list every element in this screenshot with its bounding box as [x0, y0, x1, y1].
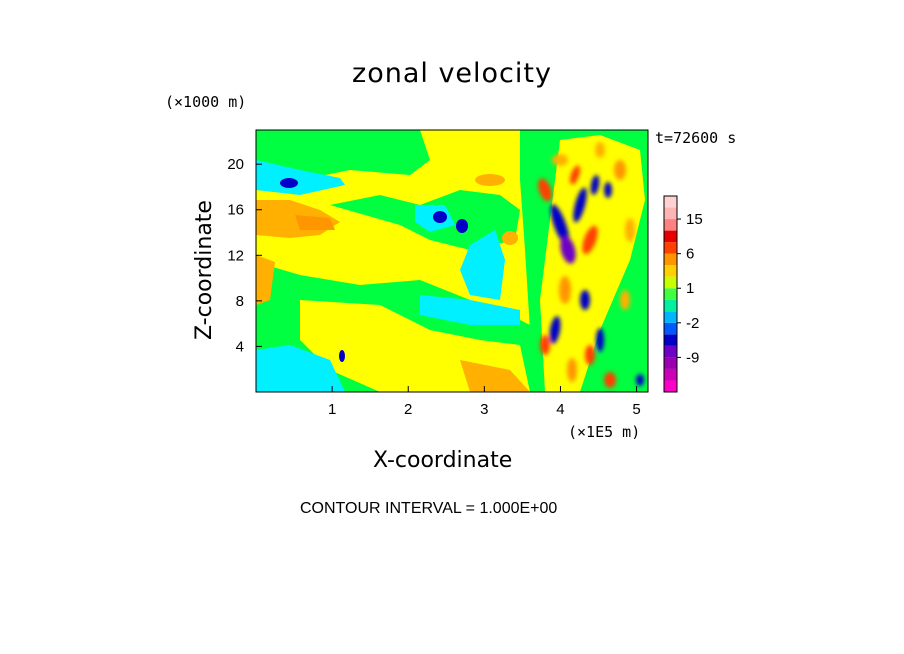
x-axis-ticks: 1 2 3 4 5 — [328, 386, 641, 418]
contour-fill-orange-3 — [460, 360, 530, 392]
contour-fill-streaks — [538, 142, 644, 388]
colorbar-tick-label: 6 — [686, 246, 694, 263]
contour-interval-note: CONTOUR INTERVAL = 1.000E+00 — [300, 500, 558, 517]
y-tick-label: 8 — [236, 293, 244, 310]
x-tick-label: 4 — [556, 401, 564, 418]
chart-title: zonal velocity — [352, 58, 552, 89]
x-tick-label: 1 — [328, 401, 336, 418]
y-tick-label: 12 — [227, 247, 244, 264]
colorbar-swatch — [664, 357, 677, 369]
contour-fill-cyan-2 — [460, 230, 505, 300]
colorbar-frame — [663, 195, 678, 393]
colorbar-tick-label: 1 — [686, 280, 694, 297]
y-tick-label: 16 — [227, 202, 244, 219]
colorbar-swatch — [664, 380, 677, 392]
contour-fill-orange-2 — [256, 255, 275, 305]
contour-fill-blue-4 — [339, 350, 345, 362]
colorbar-swatch — [664, 299, 677, 312]
colorbar-swatch — [664, 288, 677, 300]
colorbar-swatch — [664, 368, 677, 381]
contour-fill-yellow-right — [540, 135, 645, 392]
colorbar-swatch — [664, 219, 677, 231]
colorbar-tick-label: 15 — [686, 211, 703, 228]
y-tick-label: 4 — [236, 338, 244, 355]
y-tick-label: 20 — [227, 156, 244, 173]
time-label: t=72600 s — [655, 129, 737, 147]
plot-frame — [255, 129, 649, 393]
colorbar-swatch — [664, 230, 677, 243]
colorbar-swatch — [664, 253, 677, 266]
colorbar-tick-label: -9 — [686, 349, 699, 366]
contour-fill-cyan-3 — [420, 295, 520, 325]
colorbar-swatch — [664, 334, 677, 346]
contour-fill-orange-5 — [502, 231, 518, 245]
y-axis-unit: (×1000 m) — [165, 93, 247, 111]
contour-fill-cyan-4 — [256, 345, 345, 392]
x-tick-label: 3 — [480, 401, 488, 418]
contour-fill-orange-6 — [475, 174, 505, 186]
colorbar-swatch — [664, 242, 677, 254]
x-tick-label: 2 — [404, 401, 412, 418]
colorbar-tick-label: -2 — [686, 315, 699, 332]
contour-fill-blue-1 — [280, 178, 298, 188]
colorbar-swatch — [664, 265, 677, 277]
contour-field — [256, 130, 648, 392]
contour-fill-blue-2 — [433, 211, 447, 223]
colorbar-swatch — [664, 345, 677, 358]
y-axis-ticks: 4 8 12 16 20 — [227, 156, 262, 355]
colorbar-swatch — [664, 322, 677, 335]
contour-fill-orange-4 — [295, 215, 335, 230]
contour-fill-blue-3 — [456, 219, 468, 233]
x-tick-label: 5 — [632, 401, 640, 418]
colorbar-swatch — [664, 276, 677, 289]
x-axis-unit: (×1E5 m) — [568, 423, 641, 441]
colorbar-swatch — [664, 196, 677, 208]
colorbar: 15 6 1 -2 -9 — [663, 195, 703, 393]
x-axis-label: X-coordinate — [373, 448, 513, 473]
colorbar-swatch — [664, 311, 677, 323]
contour-fill-cyan-1 — [256, 160, 345, 195]
colorbar-swatch — [664, 207, 677, 220]
